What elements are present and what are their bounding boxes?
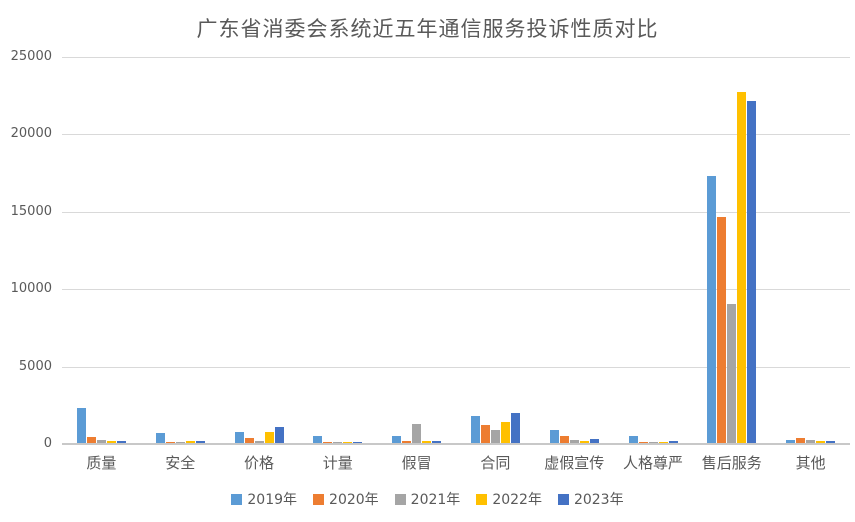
x-category-label: 其他 <box>795 454 826 472</box>
legend-label: 2019年 <box>247 492 298 508</box>
bar-2023年-虚假宣传 <box>590 439 599 443</box>
x-category-label: 合同 <box>480 454 511 472</box>
y-tick-label: 15000 <box>10 203 52 219</box>
x-category-label: 安全 <box>165 454 196 472</box>
y-tick-label: 25000 <box>10 49 52 64</box>
bar-2021年-质量 <box>97 440 106 443</box>
gridline <box>62 134 850 136</box>
legend-swatch-icon <box>394 493 406 505</box>
legend-item-2023年: 2023年 <box>557 489 624 509</box>
bar-2019年-其他 <box>786 440 795 443</box>
bar-2019年-虚假宣传 <box>550 430 559 443</box>
x-category-label: 人格尊严 <box>622 454 683 472</box>
x-category-label: 价格 <box>243 454 274 472</box>
legend-label: 2020年 <box>329 492 379 508</box>
bar-2021年-售后服务 <box>727 304 736 443</box>
x-category-label: 计量 <box>322 454 353 472</box>
bar-2023年-价格 <box>275 427 284 443</box>
bar-2020年-合同 <box>481 425 490 443</box>
bar-2019年-安全 <box>156 433 165 443</box>
bar-2022年-人格尊严 <box>659 442 668 443</box>
bar-2019年-合同 <box>471 416 480 443</box>
legend-item-2022年: 2022年 <box>476 489 542 509</box>
legend-item-2020年: 2020年 <box>313 489 379 509</box>
gridline <box>62 289 850 291</box>
legend-label: 2021年 <box>410 492 461 508</box>
bar-2022年-计量 <box>343 442 352 443</box>
bar-2021年-虚假宣传 <box>570 440 579 443</box>
gridline <box>62 57 850 58</box>
legend-swatch-icon <box>476 493 488 505</box>
x-category-label: 售后服务 <box>701 454 762 472</box>
bar-2023年-质量 <box>117 441 126 443</box>
bar-2022年-虚假宣传 <box>580 441 589 443</box>
bar-2020年-安全 <box>166 442 175 443</box>
bar-2022年-价格 <box>265 432 274 443</box>
gridline <box>62 366 850 368</box>
bar-2021年-其他 <box>806 440 815 443</box>
bar-2020年-假冒 <box>402 441 411 443</box>
bar-2020年-虚假宣传 <box>560 436 569 443</box>
bar-2020年-质量 <box>87 437 96 443</box>
bar-2023年-人格尊严 <box>669 441 678 443</box>
bar-2023年-计量 <box>353 442 362 443</box>
bar-2019年-售后服务 <box>707 176 716 443</box>
bar-2022年-合同 <box>501 422 510 443</box>
bar-2020年-售后服务 <box>717 217 726 443</box>
bar-2022年-售后服务 <box>737 92 746 443</box>
bar-2021年-合同 <box>491 430 500 443</box>
bar-2019年-人格尊严 <box>629 436 638 443</box>
legend-swatch-icon <box>231 493 243 505</box>
bar-2023年-售后服务 <box>747 101 756 443</box>
bar-2020年-计量 <box>323 442 332 443</box>
legend-swatch-icon <box>557 493 569 505</box>
chart-title: 广东省消委会系统近五年通信服务投诉性质对比 <box>196 17 659 41</box>
y-tick-label: 5000 <box>18 358 52 374</box>
bar-2022年-其他 <box>816 441 825 443</box>
bar-2022年-质量 <box>107 441 116 443</box>
bar-2020年-其他 <box>796 438 805 443</box>
legend-item-2021年: 2021年 <box>394 489 461 509</box>
bar-2022年-假冒 <box>422 441 431 443</box>
legend-item-2019年: 2019年 <box>231 489 297 509</box>
bar-2021年-价格 <box>255 441 264 443</box>
y-tick-label: 0 <box>43 436 52 451</box>
bar-2023年-合同 <box>511 413 520 443</box>
x-category-label: 质量 <box>86 454 117 472</box>
legend-label: 2022年 <box>492 492 542 508</box>
x-axis-line <box>62 443 850 445</box>
legend-label: 2023年 <box>573 492 624 508</box>
bar-2019年-计量 <box>313 436 322 443</box>
bar-2021年-人格尊严 <box>649 442 658 443</box>
bar-2021年-安全 <box>176 442 185 443</box>
bar-2020年-人格尊严 <box>639 442 648 443</box>
x-category-label: 虚假宣传 <box>544 454 605 472</box>
bar-2019年-假冒 <box>392 436 401 443</box>
bar-2019年-质量 <box>77 408 86 443</box>
bar-2020年-价格 <box>245 438 254 443</box>
bar-2021年-假冒 <box>412 424 421 443</box>
legend-swatch-icon <box>313 493 325 505</box>
y-tick-label: 10000 <box>10 281 52 297</box>
y-tick-label: 20000 <box>10 126 52 142</box>
bar-2019年-价格 <box>235 432 244 443</box>
legend: 2019年 2020年 2021年 2022年 2023年 <box>0 489 855 509</box>
bar-2021年-计量 <box>333 442 342 443</box>
bar-2023年-假冒 <box>432 441 441 443</box>
bar-2023年-其他 <box>826 441 835 443</box>
bar-2023年-安全 <box>196 441 205 443</box>
bar-2022年-安全 <box>186 441 195 443</box>
x-category-label: 假冒 <box>401 454 432 472</box>
gridline <box>62 211 850 213</box>
